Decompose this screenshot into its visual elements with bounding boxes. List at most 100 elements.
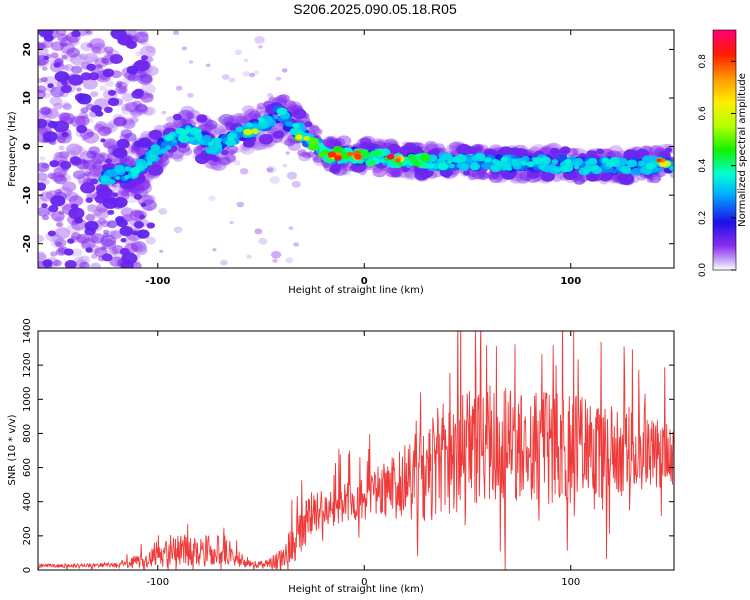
- spectrogram-blob: [146, 222, 155, 229]
- spectrogram-blob: [495, 160, 504, 167]
- spectrogram-blob: [539, 163, 547, 169]
- spectrogram-blob: [419, 154, 431, 163]
- spectrogram-blob: [258, 237, 268, 245]
- spectrogram-blob: [284, 138, 295, 147]
- spectrogram-blob: [107, 97, 120, 107]
- spectrogram-blob: [89, 38, 105, 50]
- spectrogram-blob: [50, 195, 66, 207]
- spectrogram-blob: [133, 88, 144, 97]
- spectrogram-y-tick-label: 20: [22, 42, 33, 56]
- spectrogram-blob: [47, 120, 59, 129]
- spectrogram-blob: [124, 174, 130, 180]
- spectrogram-blob: [573, 157, 584, 166]
- spectrogram-y-tick-label: -20: [22, 235, 33, 253]
- snr-y-ticks: 0 200 400 600 800 1000 1200 1400: [22, 318, 674, 573]
- spectrogram-blob: [179, 142, 188, 149]
- spectrogram-blob: [267, 93, 274, 98]
- spectrogram-blob: [38, 172, 48, 182]
- spectrogram-blob: [126, 65, 139, 75]
- spectrogram-blob: [86, 131, 94, 137]
- snr-x-tick-label: -100: [146, 577, 169, 588]
- spectrogram-blob: [448, 163, 455, 169]
- spectrogram-blob: [74, 217, 83, 224]
- spectrogram-blob: [564, 158, 572, 165]
- spectrogram-blob: [513, 148, 528, 159]
- snr-x-label: Height of straight line (km): [288, 584, 424, 595]
- spectrogram-blob: [249, 72, 256, 78]
- spectrogram-blob: [645, 163, 654, 170]
- spectrogram-blob: [387, 143, 401, 154]
- spectrogram-blob: [97, 126, 111, 137]
- spectrogram-blob: [126, 40, 137, 50]
- spectrogram-blob: [442, 153, 453, 161]
- spectrogram-blob: [145, 236, 156, 245]
- spectrogram-x-tick-label: -100: [145, 276, 170, 287]
- spectrogram-blob: [275, 76, 282, 81]
- spectrogram-blob: [194, 135, 203, 142]
- spectrogram-blob: [86, 43, 93, 48]
- spectrogram-blob: [39, 156, 46, 161]
- spectrogram-blob: [490, 164, 501, 173]
- spectrogram-blob: [188, 60, 194, 64]
- spectrogram-blob: [235, 126, 244, 133]
- spectrogram-blob: [67, 238, 75, 244]
- spectrogram-blob: [303, 135, 311, 141]
- spectrogram-blob: [413, 161, 422, 167]
- spectrogram-blob: [63, 248, 74, 256]
- snr-y-tick-label: 200: [22, 526, 33, 545]
- spectrogram-blob: [113, 116, 127, 127]
- spectrogram-blob: [258, 45, 263, 49]
- spectrogram-blob: [50, 251, 58, 257]
- spectrogram-blob: [218, 156, 231, 166]
- spectrogram-blob: [149, 154, 157, 161]
- spectrogram-blob: [52, 259, 62, 267]
- spectrogram-blob: [242, 71, 251, 77]
- spectrogram-blob: [38, 206, 51, 217]
- spectrogram-blob: [276, 107, 288, 116]
- spectrogram-blob: [227, 136, 234, 141]
- spectrogram-blob: [91, 153, 106, 164]
- spectrogram-x-ticks: -100 0 100: [145, 30, 581, 287]
- spectrogram-blob: [131, 173, 137, 178]
- spectrogram-blob: [624, 168, 632, 174]
- spectrogram-blob: [253, 113, 261, 119]
- spectrogram-blob: [166, 116, 175, 123]
- spectrogram-blob: [596, 148, 604, 155]
- snr-y-tick-label: 1000: [22, 387, 33, 412]
- spectrogram-blob: [70, 248, 83, 257]
- spectrogram-blob: [91, 46, 102, 54]
- colorbar-tick-label: 0.0: [698, 263, 708, 278]
- spectrogram-blob: [233, 160, 241, 166]
- spectrogram-blob: [292, 123, 300, 129]
- spectrogram-blob: [102, 68, 115, 78]
- snr-y-tick-label: 1400: [22, 318, 33, 343]
- spectrogram-blob: [618, 158, 628, 166]
- spectrogram-blob: [141, 55, 148, 61]
- spectrogram-blob: [141, 199, 157, 211]
- spectrogram-blob: [146, 160, 153, 166]
- spectrogram-blob: [181, 46, 188, 51]
- spectrogram-blob: [104, 158, 112, 164]
- spectrogram-blob: [582, 168, 590, 175]
- spectrogram-blob: [480, 163, 486, 168]
- spectrogram-blob: [87, 204, 98, 212]
- spectrogram-blob: [511, 158, 518, 163]
- spectrogram-blob: [101, 253, 113, 262]
- spectrogram-blob: [79, 261, 90, 268]
- spectrogram-blob: [76, 125, 88, 134]
- spectrogram-blob: [459, 162, 470, 170]
- spectrogram-blob: [208, 141, 214, 147]
- spectrogram-blob: [106, 169, 112, 174]
- spectrogram-blob: [54, 174, 67, 185]
- spectrogram-blob: [109, 54, 124, 64]
- spectrogram-blob: [43, 34, 54, 42]
- spectrogram-blob: [214, 143, 223, 149]
- spectrogram-blob: [427, 154, 438, 163]
- spectrogram-blob: [588, 157, 597, 165]
- spectrogram-blob: [291, 180, 301, 188]
- spectrogram-blob: [71, 30, 81, 38]
- spectrogram-blob: [100, 234, 117, 247]
- spectrogram-blob: [236, 201, 245, 208]
- spectrogram-blob: [90, 178, 99, 185]
- spectrogram-blob: [334, 155, 342, 161]
